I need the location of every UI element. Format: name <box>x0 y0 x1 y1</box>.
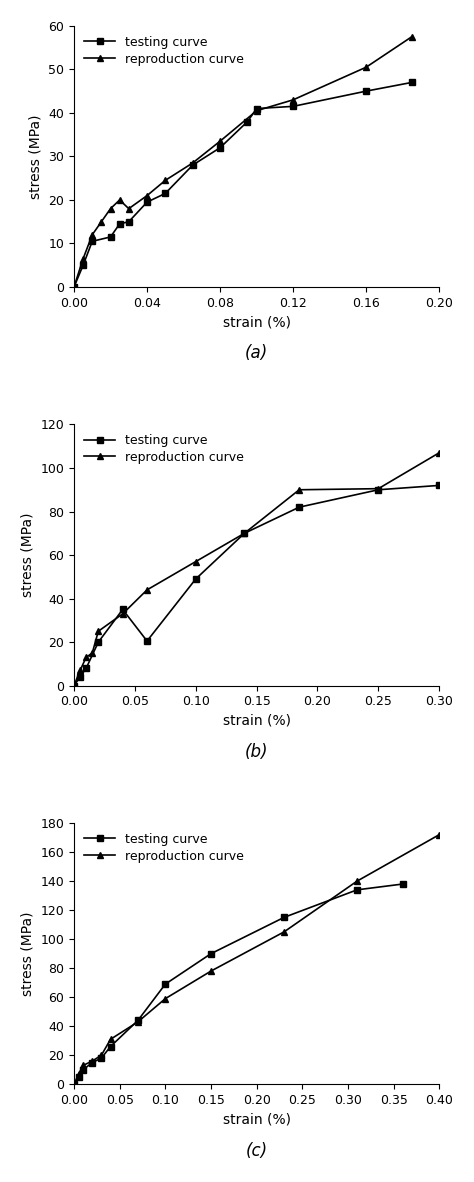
testing curve <box>108 229 113 243</box>
testing curve <box>80 1063 86 1077</box>
testing curve <box>83 661 89 675</box>
Y-axis label: stress (MPa): stress (MPa) <box>29 115 43 199</box>
reproduction curve <box>190 156 196 170</box>
Y-axis label: stress (MPa): stress (MPa) <box>21 911 35 996</box>
reproduction curve <box>80 1058 86 1072</box>
reproduction curve <box>163 992 168 1006</box>
Legend: testing curve, reproduction curve: testing curve, reproduction curve <box>80 32 248 70</box>
reproduction curve <box>90 1054 95 1069</box>
reproduction curve <box>409 30 415 44</box>
testing curve <box>193 572 199 586</box>
testing curve <box>409 76 415 90</box>
Y-axis label: stress (MPa): stress (MPa) <box>21 513 35 597</box>
testing curve <box>71 1077 77 1091</box>
reproduction curve <box>90 228 95 242</box>
testing curve <box>71 280 77 294</box>
reproduction curve <box>163 174 168 188</box>
reproduction curve <box>108 1032 113 1046</box>
Line: testing curve: testing curve <box>71 482 443 689</box>
testing curve <box>144 634 150 648</box>
reproduction curve <box>117 193 122 207</box>
reproduction curve <box>364 60 369 74</box>
testing curve <box>245 115 250 129</box>
reproduction curve <box>242 526 247 540</box>
testing curve <box>254 102 259 116</box>
reproduction curve <box>126 202 132 216</box>
testing curve <box>400 877 406 891</box>
testing curve <box>163 187 168 201</box>
testing curve <box>120 603 126 617</box>
reproduction curve <box>71 678 77 693</box>
reproduction curve <box>296 482 302 496</box>
testing curve <box>135 1013 141 1027</box>
reproduction curve <box>437 446 442 460</box>
Line: reproduction curve: reproduction curve <box>71 449 443 689</box>
Legend: testing curve, reproduction curve: testing curve, reproduction curve <box>80 430 248 468</box>
reproduction curve <box>83 650 89 664</box>
reproduction curve <box>290 92 296 106</box>
reproduction curve <box>144 583 150 597</box>
reproduction curve <box>120 606 126 621</box>
reproduction curve <box>99 1048 104 1063</box>
Line: testing curve: testing curve <box>71 881 406 1087</box>
Line: reproduction curve: reproduction curve <box>71 33 415 291</box>
testing curve <box>354 883 360 897</box>
reproduction curve <box>77 663 83 677</box>
reproduction curve <box>76 1067 82 1082</box>
testing curve <box>126 215 132 229</box>
reproduction curve <box>281 924 287 939</box>
X-axis label: strain (%): strain (%) <box>223 316 291 330</box>
reproduction curve <box>217 134 223 148</box>
testing curve <box>77 670 83 684</box>
X-axis label: strain (%): strain (%) <box>223 714 291 728</box>
Line: reproduction curve: reproduction curve <box>71 831 443 1087</box>
testing curve <box>76 1070 82 1084</box>
testing curve <box>163 978 168 992</box>
testing curve <box>364 84 369 98</box>
testing curve <box>190 158 196 173</box>
Text: (b): (b) <box>245 743 268 761</box>
testing curve <box>99 1051 104 1065</box>
reproduction curve <box>71 1077 77 1091</box>
Line: testing curve: testing curve <box>71 79 415 291</box>
reproduction curve <box>108 202 113 216</box>
reproduction curve <box>254 104 259 118</box>
testing curve <box>437 479 442 493</box>
reproduction curve <box>437 827 442 842</box>
reproduction curve <box>95 624 101 638</box>
reproduction curve <box>99 215 104 229</box>
testing curve <box>208 947 214 961</box>
testing curve <box>108 1039 113 1053</box>
testing curve <box>95 635 101 649</box>
reproduction curve <box>135 1015 141 1030</box>
testing curve <box>80 258 86 272</box>
reproduction curve <box>90 645 95 660</box>
testing curve <box>296 500 302 514</box>
testing curve <box>144 195 150 209</box>
testing curve <box>71 678 77 693</box>
testing curve <box>90 234 95 248</box>
testing curve <box>217 141 223 155</box>
Text: (a): (a) <box>245 344 268 363</box>
Text: (c): (c) <box>246 1142 268 1160</box>
reproduction curve <box>375 481 381 495</box>
X-axis label: strain (%): strain (%) <box>223 1112 291 1126</box>
testing curve <box>90 1056 95 1070</box>
reproduction curve <box>354 873 360 888</box>
reproduction curve <box>80 252 86 266</box>
reproduction curve <box>208 965 214 979</box>
testing curve <box>290 99 296 113</box>
reproduction curve <box>144 188 150 202</box>
testing curve <box>375 482 381 496</box>
testing curve <box>281 910 287 924</box>
reproduction curve <box>71 280 77 294</box>
reproduction curve <box>193 554 199 569</box>
Legend: testing curve, reproduction curve: testing curve, reproduction curve <box>80 830 248 866</box>
testing curve <box>117 216 122 230</box>
testing curve <box>242 526 247 540</box>
